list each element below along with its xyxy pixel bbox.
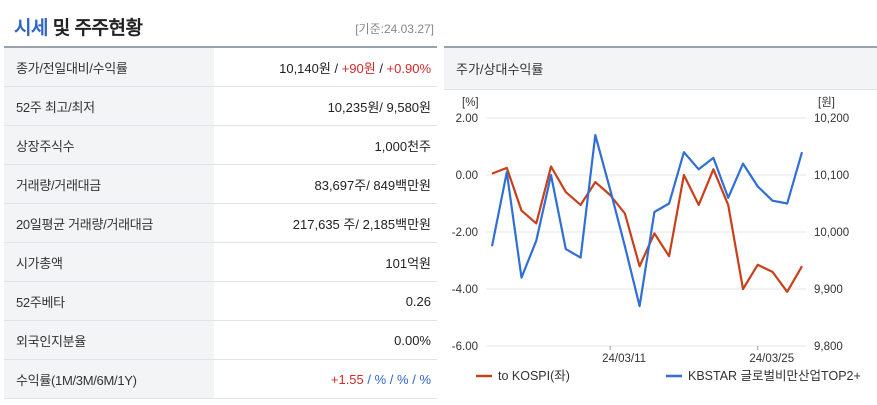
row-value: 10,235원/ 9,580원 <box>327 99 431 115</box>
table-row: 시가총액 101억원 <box>4 243 437 282</box>
chart-panel: 주가/상대수익률 2.00 0.00 -2.00 -4.00 -6.00 10,200 10… <box>444 46 877 405</box>
section-title: 시세 및 주주현황 <box>14 13 143 40</box>
row-value: 10,140원 / +90원 / +0.90% <box>214 58 437 77</box>
left-tick-label: -6.00 <box>452 341 478 353</box>
row-label: 20일평균 거래량/거래대금 <box>4 204 214 242</box>
row-value: 0.26 <box>405 293 431 309</box>
row-value: 1,000천주 <box>374 138 431 154</box>
row-label: 거래량/거래대금 <box>4 165 214 203</box>
row-label: 시가총액 <box>4 243 214 281</box>
return-1m: +1.55 <box>330 371 364 387</box>
separator: / <box>375 60 387 76</box>
relative-return-chart: 2.00 0.00 -2.00 -4.00 -6.00 10,200 10,100 10,00… <box>452 95 861 383</box>
row-label: 52주베타 <box>4 282 214 320</box>
separator: / <box>386 371 398 387</box>
table-row: 20일평균 거래량/거래대금 217,635 주/ 2,185백만원 <box>4 204 437 243</box>
row-value: +1.55 / % / % / % <box>214 372 437 387</box>
row-value: 101억원 <box>385 255 431 271</box>
table-row: 수익률(1M/3M/6M/1Y) +1.55 / % / % / % <box>4 360 437 399</box>
right-tick-label: 9,800 <box>814 341 843 353</box>
legend-label-kbstar: KBSTAR 글로벌비만산업TOP2+ <box>688 369 861 383</box>
table-row: 52주베타 0.26 <box>4 282 437 321</box>
separator: / <box>408 371 420 387</box>
row-label: 52주 최고/최저 <box>4 87 214 125</box>
row-label: 종가/전일대비/수익률 <box>4 48 214 86</box>
row-value: 217,635 주/ 2,185백만원 <box>292 216 431 232</box>
right-tick-label: 10,100 <box>814 170 849 182</box>
separator: / <box>363 371 375 387</box>
right-axis-label: [원] <box>818 95 835 109</box>
title-part1: 시세 <box>14 18 48 39</box>
row-label: 상장주식수 <box>4 126 214 164</box>
base-date: [기준:24.03.27] <box>355 22 434 36</box>
separator: / <box>330 60 342 76</box>
series-line-kbstar <box>490 133 804 308</box>
series-line-kospi <box>491 165 803 293</box>
section-title-bar: 시세 및 주주현황 [기준:24.03.27] <box>0 0 440 40</box>
left-tick-label: 2.00 <box>456 113 478 125</box>
return-rate: +0.90% <box>386 60 431 76</box>
right-tick-label: 9,900 <box>814 284 843 296</box>
price-change: +90원 <box>341 60 376 76</box>
return-6m: % <box>397 371 409 387</box>
row-label: 수익률(1M/3M/6M/1Y) <box>4 360 214 398</box>
table-row: 52주 최고/최저 10,235원/ 9,580원 <box>4 87 437 126</box>
row-value: 0.00% <box>394 332 431 348</box>
row-value: 83,697주/ 849백만원 <box>314 177 431 193</box>
price-table: 종가/전일대비/수익률 10,140원 / +90원 / +0.90% 52주 … <box>4 46 437 399</box>
right-tick-label: 10,200 <box>814 113 849 125</box>
table-row: 종가/전일대비/수익률 10,140원 / +90원 / +0.90% <box>4 48 437 87</box>
table-row: 상장주식수 1,000천주 <box>4 126 437 165</box>
close-price: 10,140원 <box>279 60 331 76</box>
left-tick-label: -4.00 <box>452 284 478 296</box>
title-part2: 및 주주현황 <box>52 18 143 39</box>
table-row: 거래량/거래대금 83,697주/ 849백만원 <box>4 165 437 204</box>
left-tick-label: -2.00 <box>452 227 478 239</box>
left-tick-label: 0.00 <box>456 170 478 182</box>
return-1y: % <box>419 371 431 387</box>
x-tick-label: 24/03/25 <box>749 353 794 365</box>
chart-panel-title: 주가/상대수익률 <box>444 48 877 90</box>
table-row: 외국인지분율 0.00% <box>4 321 437 360</box>
right-tick-label: 10,000 <box>814 227 849 239</box>
return-3m: % <box>374 371 387 387</box>
legend-label-kospi: to KOSPI(좌) <box>498 369 570 383</box>
x-tick-label: 24/03/11 <box>602 353 646 365</box>
left-axis-label: [%] <box>462 97 479 109</box>
row-label: 외국인지분율 <box>4 321 214 359</box>
